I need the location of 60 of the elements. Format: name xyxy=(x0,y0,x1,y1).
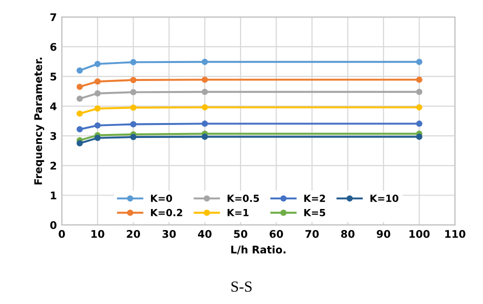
legend-label: K=0 xyxy=(150,194,172,202)
y-tick-label: 1 xyxy=(50,192,56,200)
point xyxy=(202,104,208,110)
x-tick-label: 10 xyxy=(91,230,104,238)
point xyxy=(202,88,208,96)
legend-label: K=1 xyxy=(228,209,249,216)
legend-label: K=0.5 xyxy=(228,194,259,202)
legend-label: K=2 xyxy=(304,194,325,202)
point xyxy=(76,126,83,132)
point xyxy=(416,134,422,140)
y-tick-label: 0 xyxy=(50,221,56,230)
x-tick-label: 0 xyxy=(58,230,65,238)
y-tick-label: 6 xyxy=(50,42,56,51)
x-tick-label: 80 xyxy=(341,230,355,238)
legend-label: K=0.2 xyxy=(150,208,182,216)
point xyxy=(130,89,136,96)
y-tick-label: 3 xyxy=(50,132,56,140)
point xyxy=(94,122,101,129)
x-tick-label: 110 xyxy=(445,230,466,238)
legend-label: K=10 xyxy=(370,194,398,202)
point xyxy=(130,76,136,84)
point xyxy=(416,120,422,127)
point xyxy=(76,96,83,102)
point xyxy=(130,134,136,140)
point xyxy=(416,88,422,96)
point xyxy=(202,58,208,66)
x-tick-label: 50 xyxy=(234,230,248,238)
x-tick-label: 40 xyxy=(198,230,212,238)
point xyxy=(202,120,208,127)
point xyxy=(202,76,208,83)
point xyxy=(130,104,136,111)
text: S-S xyxy=(231,282,252,292)
x-tick-label: 70 xyxy=(305,230,319,238)
y-tick-label: 4 xyxy=(50,102,56,110)
point xyxy=(76,67,83,74)
y-tick-label: 5 xyxy=(50,72,56,81)
x-tick-label: 30 xyxy=(162,230,176,238)
point xyxy=(94,60,101,68)
point xyxy=(416,58,422,66)
y-tick-label: 7 xyxy=(50,13,56,21)
point xyxy=(202,134,208,140)
point xyxy=(130,59,136,66)
legend-label: K=5 xyxy=(304,209,326,216)
point xyxy=(76,84,83,90)
x-tick-label: 90 xyxy=(376,230,390,238)
y-axis-title: Frequency Parameter. xyxy=(34,58,44,184)
point xyxy=(76,110,83,117)
point xyxy=(76,140,83,146)
point xyxy=(416,104,422,110)
y-tick-label: 2 xyxy=(50,162,56,170)
point xyxy=(94,90,101,96)
point xyxy=(416,76,422,83)
x-tick-label: 60 xyxy=(270,230,284,238)
point xyxy=(130,121,136,128)
point xyxy=(94,78,101,85)
point xyxy=(94,105,101,112)
x-axis-title: L/h Ratio. xyxy=(231,245,286,254)
x-tick-label: 100 xyxy=(410,230,430,238)
x-tick-label: 20 xyxy=(126,230,140,238)
point xyxy=(94,134,101,142)
